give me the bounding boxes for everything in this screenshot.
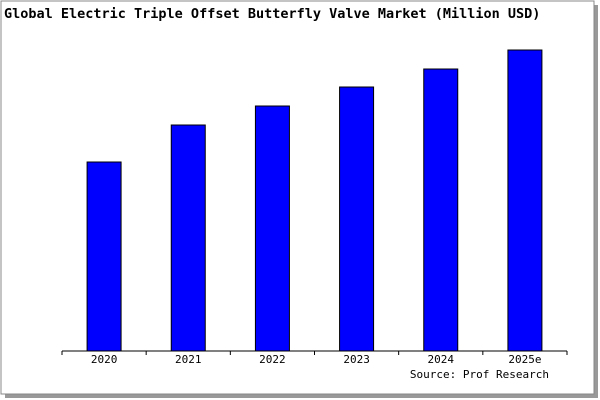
bar bbox=[86, 161, 122, 352]
source-note: Source: Prof Research bbox=[410, 368, 549, 381]
bar bbox=[339, 86, 375, 352]
x-tick-label: 2021 bbox=[175, 353, 202, 366]
bar bbox=[254, 105, 290, 352]
bar bbox=[507, 49, 543, 352]
bar bbox=[423, 68, 459, 352]
x-tick-label: 2022 bbox=[259, 353, 286, 366]
x-tick-label: 2024 bbox=[428, 353, 455, 366]
chart-title: Global Electric Triple Offset Butterfly … bbox=[4, 6, 540, 22]
bar bbox=[170, 124, 206, 352]
x-tick-label: 2020 bbox=[91, 353, 118, 366]
x-tick-label: 2023 bbox=[343, 353, 370, 366]
x-tick-label: 2025e bbox=[508, 353, 541, 366]
